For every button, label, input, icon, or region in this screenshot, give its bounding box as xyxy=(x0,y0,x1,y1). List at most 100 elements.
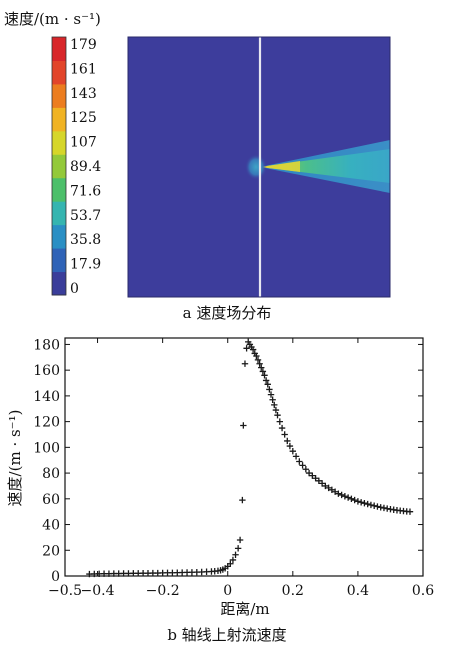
jet-core-plume xyxy=(260,149,390,183)
colorbar-tick-label: 0 xyxy=(70,281,79,297)
y-tick-label: 0 xyxy=(51,569,60,585)
colorbar-tick-label: 143 xyxy=(70,86,97,102)
data-point-plus xyxy=(354,498,362,505)
data-point-plus xyxy=(341,493,349,500)
data-point-plus xyxy=(318,480,326,487)
data-point-plus xyxy=(258,364,265,371)
data-point-plus xyxy=(361,499,368,507)
data-point-plus xyxy=(338,491,345,499)
colorbar-tick-label: 53.7 xyxy=(70,208,101,224)
panel-a: 速度/(m · s⁻¹) 179 161 143 125 107 89.4 71.6 53.7… xyxy=(4,10,391,322)
jet-high-velocity-core xyxy=(260,161,300,172)
colorbar: 179 161 143 125 107 89.4 71.6 53.7 35.8 17.9 0 xyxy=(51,36,101,297)
x-tick-label: −0.2 xyxy=(146,583,180,599)
y-tick-label: 160 xyxy=(33,363,60,379)
x-tick-label: 0 xyxy=(223,583,232,599)
data-point-plus xyxy=(269,396,276,403)
data-point-plus xyxy=(284,437,291,445)
data-point-plus xyxy=(299,462,306,469)
data-point-plus xyxy=(331,488,339,495)
data-point-plus xyxy=(406,508,414,515)
data-point-plus xyxy=(305,469,313,477)
colorbar-tick-label: 35.8 xyxy=(70,232,101,248)
x-tick-label: 0.6 xyxy=(412,583,434,599)
x-tick-label: 0.2 xyxy=(282,583,304,599)
data-point-plus xyxy=(344,494,352,501)
data-point-plus xyxy=(232,551,239,558)
x-tick-label: 0.4 xyxy=(347,583,369,599)
x-tick-label: −0.5 xyxy=(48,583,82,599)
data-point-plus xyxy=(276,418,283,425)
y-tick-label: 100 xyxy=(33,440,60,456)
field-frame xyxy=(127,36,391,298)
colorbar-segment xyxy=(52,60,66,85)
colorbar-frame xyxy=(51,36,67,296)
data-point-plus xyxy=(278,424,286,432)
colorbar-title: 速度/(m · s⁻¹) xyxy=(4,10,101,28)
plot-frame xyxy=(64,337,424,577)
colorbar-segment xyxy=(52,201,66,226)
colorbar-segment xyxy=(52,224,66,249)
colorbar-segment xyxy=(52,248,66,273)
data-point-plus xyxy=(272,406,280,414)
data-point-plus xyxy=(243,345,250,352)
data-point-plus xyxy=(292,453,300,460)
y-tick-label: 60 xyxy=(42,492,60,508)
data-point-plus xyxy=(262,377,270,384)
caption-a: a 速度场分布 xyxy=(183,304,272,322)
data-point-plus xyxy=(267,391,275,398)
x-axis-label: 距离/m xyxy=(220,600,269,618)
data-point-plus xyxy=(227,560,234,567)
data-point-plus xyxy=(322,482,329,490)
y-tick-label: 20 xyxy=(42,543,60,559)
colorbar-segment xyxy=(52,83,66,108)
data-point-plus xyxy=(240,422,247,429)
panel-b: −0.5−0.4 −0.2 0 0.2 0.4 0.6 0 20 40 60 80 100 120 140… xyxy=(6,337,434,644)
colorbar-segment xyxy=(52,130,66,155)
colorbar-tick-label: 125 xyxy=(70,110,97,126)
data-point-plus xyxy=(286,442,294,450)
y-tick-label: 80 xyxy=(42,466,60,482)
colorbar-segment xyxy=(52,107,66,132)
caption-b: b 轴线上射流速度 xyxy=(167,626,286,644)
data-point-plus xyxy=(236,536,244,544)
data-point-plus xyxy=(274,411,281,419)
data-point-plus xyxy=(264,381,271,388)
colorbar-segment xyxy=(52,271,66,296)
y-tick-label: 40 xyxy=(42,518,60,534)
data-point-plus xyxy=(256,360,263,367)
data-point-plus xyxy=(249,346,257,353)
colorbar-segment xyxy=(52,154,66,179)
data-point-plus xyxy=(315,477,323,484)
data-point-plus xyxy=(364,500,371,508)
colorbar-tick-label: 179 xyxy=(70,37,97,53)
colorbar-tick-label: 17.9 xyxy=(70,257,101,273)
data-point-plus xyxy=(374,503,381,510)
colorbar-segment xyxy=(52,177,66,202)
data-point-plus xyxy=(296,458,303,465)
data-point-plus xyxy=(239,496,246,504)
velocity-field-plot xyxy=(127,36,391,298)
data-point-plus xyxy=(234,545,242,552)
data-point-plus xyxy=(328,486,336,494)
data-point-plus xyxy=(325,484,332,492)
data-point-plus xyxy=(266,386,273,393)
data-point-plus xyxy=(335,490,342,497)
nozzle-region xyxy=(245,154,267,180)
data-point-plus xyxy=(302,466,310,473)
data-point-plus xyxy=(259,368,267,375)
colorbar-segment xyxy=(52,37,66,61)
data-point-plus xyxy=(254,356,262,364)
colorbar-tick-label: 89.4 xyxy=(70,159,101,175)
data-point-plus xyxy=(357,499,365,506)
y-tick-label: 140 xyxy=(33,389,60,405)
data-point-plus xyxy=(271,401,278,409)
data-point-plus xyxy=(289,448,297,455)
data-point-plus xyxy=(309,472,316,479)
y-axis-label: 速度/(m · s⁻¹) xyxy=(6,410,24,507)
axis-ticks: −0.5−0.4 −0.2 0 0.2 0.4 0.6 0 20 40 60 80 100 120 140… xyxy=(33,337,434,599)
data-point-plus xyxy=(253,352,260,360)
y-tick-label: 120 xyxy=(33,415,60,431)
data-point-plus xyxy=(229,556,237,564)
